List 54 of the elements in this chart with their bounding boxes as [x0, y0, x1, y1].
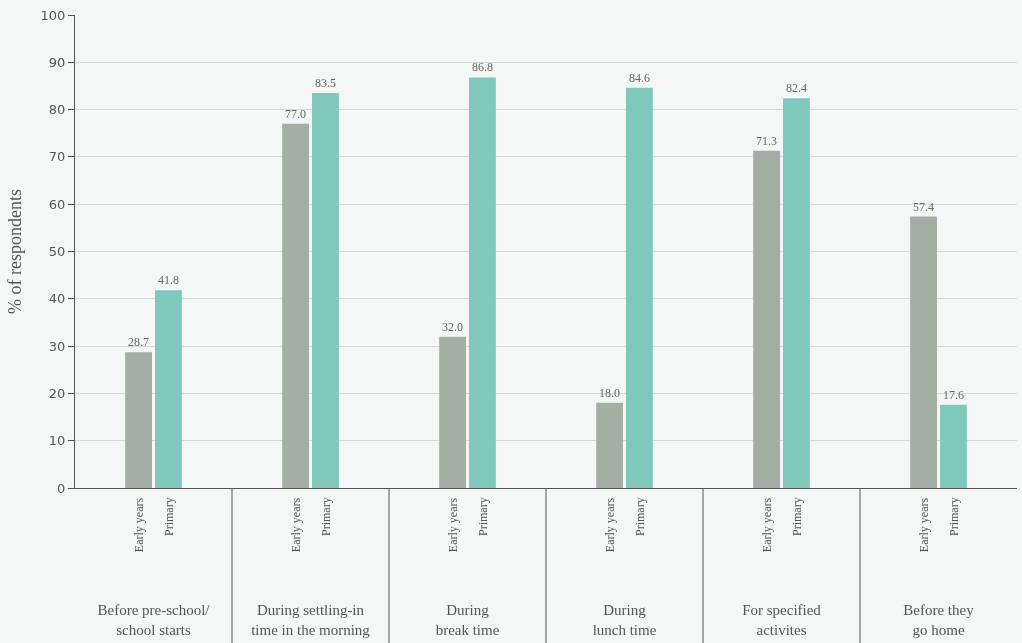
bar: [468, 77, 496, 488]
y-tick-label: 40: [48, 291, 66, 307]
data-label: 77.0: [285, 106, 307, 121]
text: Primary: [161, 497, 176, 537]
data-label: 84.6: [628, 70, 650, 85]
text: Primary: [946, 497, 961, 537]
text: Primary: [789, 497, 804, 537]
data-label: 57.4: [913, 199, 935, 214]
x-tick-label: During settling-in time in the morning: [251, 602, 371, 638]
y-tick-label: 10: [48, 433, 66, 449]
data-label: 71.3: [756, 133, 778, 148]
y-axis-title: % of respondents: [4, 189, 25, 314]
text: Early years: [916, 497, 931, 553]
x-tick-label: Before pre-school/ school starts: [97, 602, 211, 638]
y-tick-label: 0: [57, 480, 66, 496]
y-tick-label: 60: [48, 196, 66, 212]
bar: [439, 336, 467, 488]
y-tick-label: 90: [48, 54, 66, 70]
y-tick-label: 70: [48, 149, 66, 165]
text: Early years: [132, 497, 146, 553]
data-label: 41.8: [157, 273, 179, 288]
y-tick-label: 30: [48, 338, 66, 354]
text: Primary: [318, 497, 333, 537]
data-label: 83.5: [314, 76, 336, 91]
x-tick-label: During lunch time: [592, 602, 657, 638]
x-tick-label: Before they go home: [903, 602, 975, 638]
bar: [596, 402, 624, 488]
bar: [311, 93, 339, 488]
bar: [910, 216, 938, 488]
text: Early years: [603, 497, 617, 553]
y-tick-label: 20: [48, 385, 66, 401]
y-tick-label: 50: [48, 244, 66, 260]
y-tick-label: 100: [40, 7, 66, 23]
data-label: 28.7: [128, 335, 150, 350]
y-tick-label: 80: [48, 102, 66, 118]
text: Early years: [289, 497, 303, 553]
bar: [939, 404, 967, 488]
bar: [782, 98, 810, 488]
data-label: 18.0: [599, 385, 621, 400]
data-label: 86.8: [471, 60, 493, 75]
data-label: 82.4: [785, 81, 807, 96]
text: Primary: [475, 497, 490, 537]
bar: [282, 123, 310, 488]
text: Primary: [632, 497, 647, 537]
x-tick-label: During break time: [435, 602, 500, 638]
x-tick-label: For specified activites: [742, 602, 822, 638]
bar: [753, 150, 781, 488]
text: Early years: [446, 497, 460, 553]
text: Early years: [760, 497, 774, 553]
bar: [125, 352, 153, 488]
data-label: 32.0: [442, 319, 464, 334]
data-label: 17.6: [942, 387, 964, 402]
bar: [625, 87, 653, 488]
bar: [154, 290, 182, 488]
